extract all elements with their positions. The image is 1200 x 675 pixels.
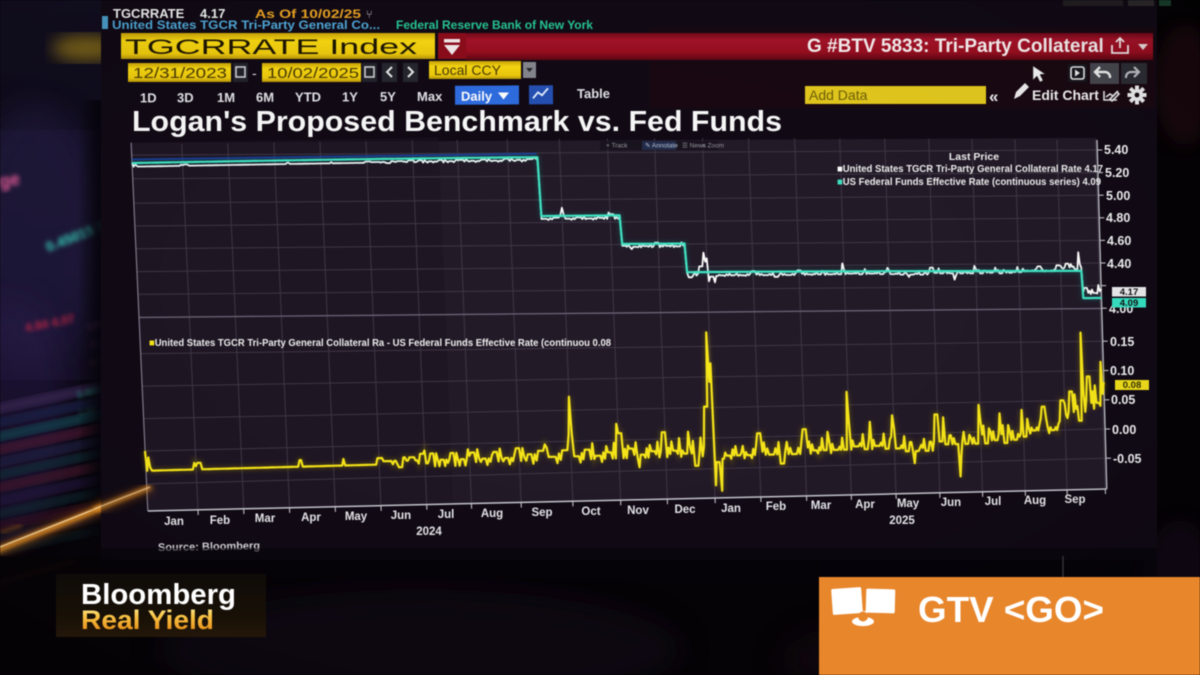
svg-text:Bloomberg: Bloomberg [81,579,236,611]
svg-text:GTV <GO>: GTV <GO> [918,589,1104,630]
svg-text:Real Yield: Real Yield [81,605,214,635]
